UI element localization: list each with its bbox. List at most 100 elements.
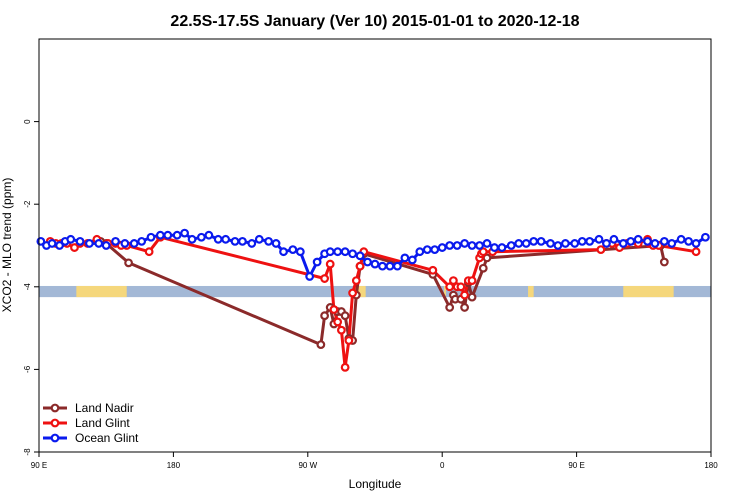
data-point-ocean-glint — [84, 239, 94, 248]
data-point-ocean-glint — [66, 234, 76, 244]
data-point-ocean-glint — [667, 239, 677, 248]
data-point-ocean-glint — [163, 230, 173, 240]
data-point-ocean-glint — [475, 241, 484, 250]
y-tick-label: -6 — [23, 365, 32, 373]
data-point-ocean-glint — [561, 239, 570, 248]
data-point-ocean-glint — [609, 234, 619, 244]
data-point-ocean-glint — [553, 241, 563, 250]
x-tick-label: 180 — [167, 461, 181, 470]
data-point-ocean-glint — [497, 243, 507, 252]
data-point-land-glint — [596, 245, 606, 255]
data-point-ocean-glint — [378, 261, 387, 271]
data-point-ocean-glint — [47, 239, 57, 248]
legend-label-land-nadir: Land Nadir — [75, 401, 134, 415]
data-point-ocean-glint — [325, 247, 335, 257]
data-point-ocean-glint — [129, 239, 139, 248]
data-point-ocean-glint — [437, 243, 447, 252]
data-point-land-nadir — [316, 340, 326, 350]
data-point-land-nadir — [460, 303, 470, 312]
data-point-ocean-glint — [187, 234, 197, 244]
data-point-ocean-glint — [230, 236, 240, 246]
data-point-land-glint — [320, 274, 330, 283]
data-point-ocean-glint — [305, 272, 315, 281]
data-point-ocean-glint — [55, 241, 64, 250]
data-point-ocean-glint — [264, 236, 274, 246]
y-tick-label: -4 — [23, 283, 32, 291]
data-point-ocean-glint — [340, 247, 350, 257]
data-point-ocean-glint — [111, 236, 120, 246]
data-point-ocean-glint — [254, 234, 264, 244]
data-point-land-nadir — [478, 263, 488, 273]
data-point-ocean-glint — [691, 239, 701, 248]
data-point-ocean-glint — [180, 228, 190, 238]
data-point-ocean-glint — [172, 230, 182, 240]
plot-frame — [38, 38, 712, 453]
data-point-ocean-glint — [101, 241, 111, 250]
data-point-ocean-glint — [650, 239, 660, 248]
data-point-ocean-glint — [363, 257, 372, 267]
data-point-ocean-glint — [370, 259, 380, 269]
x-axis-label: Longitude — [349, 477, 402, 491]
data-point-ocean-glint — [400, 253, 410, 263]
data-point-ocean-glint — [288, 245, 298, 255]
legend-marker-ocean-glint — [50, 433, 60, 443]
data-point-ocean-glint — [585, 236, 595, 246]
data-point-ocean-glint — [407, 255, 417, 265]
legend-label-land-glint: Land Glint — [75, 416, 130, 430]
data-point-ocean-glint — [422, 245, 432, 255]
data-point-land-glint — [344, 336, 354, 345]
data-point-ocean-glint — [577, 236, 587, 246]
x-tick-label: 90 E — [568, 461, 584, 470]
data-point-ocean-glint — [460, 239, 470, 248]
x-tick-label: 0 — [440, 461, 445, 470]
data-point-land-glint — [333, 317, 343, 327]
data-point-ocean-glint — [570, 239, 580, 248]
data-point-ocean-glint — [536, 236, 546, 246]
data-point-ocean-glint — [445, 241, 455, 250]
data-point-ocean-glint — [482, 239, 492, 248]
land-band-segment — [444, 285, 446, 298]
data-point-land-nadir — [340, 311, 350, 321]
data-point-ocean-glint — [701, 232, 710, 242]
data-point-ocean-glint — [295, 247, 305, 257]
data-point-ocean-glint — [467, 241, 477, 250]
data-point-ocean-glint — [643, 236, 652, 246]
land-band-segment — [528, 285, 534, 298]
data-point-land-glint — [467, 276, 477, 286]
data-point-ocean-glint — [94, 239, 104, 248]
data-point-ocean-glint — [490, 243, 499, 252]
data-point-land-glint — [340, 362, 350, 372]
data-point-ocean-glint — [146, 232, 156, 242]
data-point-land-glint — [478, 247, 488, 257]
plot-area: 90 E 180 90 W 0 90 E 180 0 -2 -4 -6 -8 — [23, 38, 718, 470]
data-point-ocean-glint — [204, 230, 214, 240]
data-point-ocean-glint — [430, 245, 440, 255]
data-point-land-glint — [348, 288, 358, 298]
data-point-ocean-glint — [213, 234, 223, 244]
data-point-ocean-glint — [333, 247, 343, 257]
x-tick-label: 180 — [704, 461, 718, 470]
data-point-ocean-glint — [221, 234, 231, 244]
data-point-ocean-glint — [271, 239, 281, 248]
x-tick-label: 90 E — [31, 461, 47, 470]
data-point-ocean-glint — [529, 236, 539, 246]
data-point-ocean-glint — [594, 234, 604, 244]
data-point-land-glint — [337, 325, 346, 335]
data-point-ocean-glint — [452, 241, 462, 250]
legend-marker-land-nadir — [50, 403, 60, 413]
data-point-ocean-glint — [506, 241, 516, 250]
data-point-land-glint — [355, 261, 365, 271]
data-point-ocean-glint — [684, 236, 693, 246]
data-point-ocean-glint — [602, 239, 611, 248]
chart-title: 22.5S-17.5S January (Ver 10) 2015-01-01 … — [170, 13, 579, 30]
data-point-land-glint — [325, 259, 335, 269]
data-point-land-nadir — [320, 311, 330, 321]
data-point-land-nadir — [124, 258, 134, 268]
land-band-segment — [623, 285, 674, 298]
data-point-ocean-glint — [75, 236, 85, 246]
data-point-land-glint — [144, 247, 154, 257]
data-point-ocean-glint — [196, 232, 206, 242]
ocean-band — [39, 285, 711, 298]
data-point-land-glint — [691, 247, 701, 257]
